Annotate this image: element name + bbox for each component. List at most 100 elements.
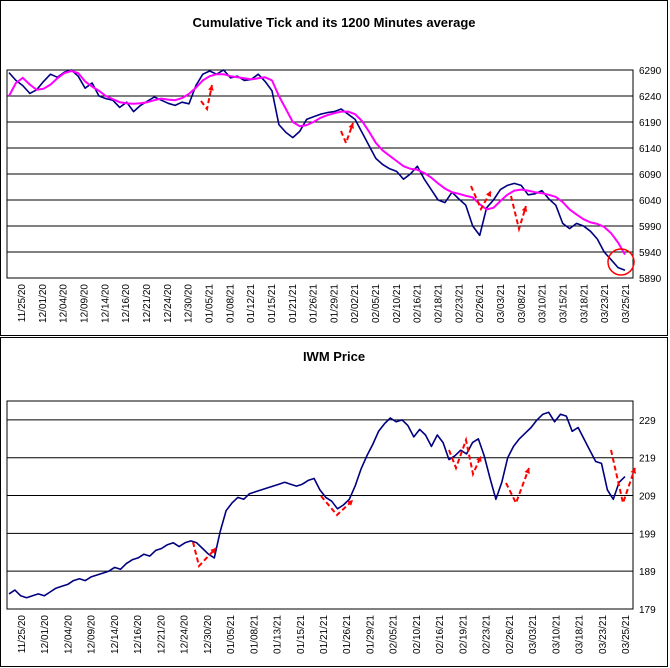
arrow-head bbox=[630, 468, 637, 474]
chart-title: IWM Price bbox=[303, 349, 365, 364]
x-tick-label: 03/18/21 bbox=[575, 615, 586, 654]
x-tick-label: 01/15/21 bbox=[296, 615, 307, 654]
y-tick-label: 6040 bbox=[639, 196, 662, 207]
x-tick-label: 01/13/21 bbox=[273, 615, 284, 654]
x-tick-label: 03/08/21 bbox=[517, 284, 528, 323]
x-tick-label: 02/18/21 bbox=[434, 284, 445, 323]
y-tick-label: 6090 bbox=[639, 170, 662, 181]
arrow-head bbox=[521, 206, 528, 212]
x-tick-label: 03/15/21 bbox=[559, 284, 570, 323]
x-tick-label: 12/21/20 bbox=[142, 284, 153, 323]
x-tick-label: 02/19/21 bbox=[458, 615, 469, 654]
y-tick-label: 219 bbox=[639, 454, 656, 465]
x-tick-label: 01/26/21 bbox=[309, 284, 320, 323]
y-tick-label: 6240 bbox=[639, 92, 662, 103]
x-tick-label: 02/10/21 bbox=[392, 284, 403, 323]
dashed-arrow-annotation bbox=[320, 495, 354, 517]
x-tick-label: 02/23/21 bbox=[482, 615, 493, 654]
x-tick-label: 01/05/21 bbox=[204, 284, 215, 323]
x-tick-label: 02/26/21 bbox=[475, 284, 486, 323]
x-tick-label: 12/21/20 bbox=[156, 615, 167, 654]
arrow-head bbox=[524, 468, 530, 474]
x-tick-label: 01/29/21 bbox=[329, 284, 340, 323]
dashed-arrow-annotation bbox=[340, 122, 354, 146]
x-tick-label: 01/12/21 bbox=[246, 284, 257, 323]
x-tick-label: 11/25/20 bbox=[17, 284, 28, 323]
x-tick-label: 03/03/21 bbox=[496, 284, 507, 323]
y-tick-label: 6290 bbox=[639, 66, 662, 77]
dashed-arrow-annotation bbox=[200, 84, 213, 112]
x-tick-label: 02/05/21 bbox=[371, 284, 382, 323]
x-tick-label: 12/30/20 bbox=[203, 615, 214, 654]
x-tick-label: 02/05/21 bbox=[389, 615, 400, 654]
y-tick-label: 229 bbox=[639, 416, 656, 427]
y-tick-label: 179 bbox=[639, 605, 656, 616]
dashed-arrow-annotation bbox=[510, 195, 527, 233]
x-tick-label: 02/16/21 bbox=[435, 615, 446, 654]
x-tick-label: 03/10/21 bbox=[551, 615, 562, 654]
x-tick-label: 12/24/20 bbox=[163, 284, 174, 323]
x-tick-label: 01/26/21 bbox=[342, 615, 353, 654]
dashed-arrow-annotation bbox=[470, 185, 492, 212]
x-tick-label: 12/04/20 bbox=[63, 615, 74, 654]
chart-title: Cumulative Tick and its 1200 Minutes ave… bbox=[193, 15, 476, 30]
x-tick-label: 03/03/21 bbox=[528, 615, 539, 654]
x-tick-label: 03/10/21 bbox=[538, 284, 549, 323]
x-tick-label: 12/09/20 bbox=[79, 284, 90, 323]
x-tick-label: 01/21/21 bbox=[288, 284, 299, 323]
iwm-chart-panel: IWM Price 179 189 199 209 219 229 11/25/20 12/… bbox=[0, 337, 668, 667]
plot-area bbox=[6, 400, 634, 610]
dashed-arrow-annotation bbox=[448, 436, 482, 478]
iwm-chart: IWM Price 179 189 199 209 219 229 11/25/20 12/… bbox=[6, 349, 656, 654]
x-tick-label: 02/16/21 bbox=[413, 284, 424, 323]
x-tick-label: 12/01/20 bbox=[38, 284, 49, 323]
dashed-arrow-annotation bbox=[610, 449, 636, 507]
x-tick-label: 12/16/20 bbox=[133, 615, 144, 654]
dashed-arrow-annotation bbox=[192, 541, 217, 569]
arrow-head bbox=[476, 456, 482, 462]
x-tick-label: 12/04/20 bbox=[59, 284, 70, 323]
x-tick-label: 01/21/21 bbox=[319, 615, 330, 654]
x-tick-label: 01/15/21 bbox=[267, 284, 278, 323]
tick-chart-panel: Cumulative Tick and its 1200 Minutes ave… bbox=[0, 0, 668, 336]
y-tick-label: 199 bbox=[639, 529, 656, 540]
x-tick-label: 03/18/21 bbox=[579, 284, 590, 323]
x-tick-label: 01/08/21 bbox=[249, 615, 260, 654]
x-tick-label: 01/08/21 bbox=[225, 284, 236, 323]
x-tick-label: 12/24/20 bbox=[180, 615, 191, 654]
x-tick-label: 03/25/21 bbox=[621, 284, 632, 323]
x-tick-label: 12/09/20 bbox=[87, 615, 98, 654]
x-tick-label: 02/02/21 bbox=[350, 284, 361, 323]
y-tick-label: 5940 bbox=[639, 248, 662, 259]
y-tick-label: 5890 bbox=[639, 274, 662, 285]
y-tick-label: 209 bbox=[639, 492, 656, 503]
x-tick-label: 03/25/21 bbox=[621, 615, 632, 654]
series-line-0 bbox=[8, 411, 626, 599]
x-tick-label: 12/01/20 bbox=[40, 615, 51, 654]
y-tick-label: 6190 bbox=[639, 118, 662, 129]
arrow-head bbox=[210, 548, 216, 554]
y-tick-label: 5990 bbox=[639, 222, 662, 233]
x-tick-label: 02/10/21 bbox=[412, 615, 423, 654]
x-tick-label: 12/14/20 bbox=[100, 284, 111, 323]
x-tick-label: 02/23/21 bbox=[454, 284, 465, 323]
series-line-1 bbox=[8, 70, 626, 256]
arrow-head bbox=[348, 123, 354, 129]
series-line-0 bbox=[8, 69, 626, 271]
arrow-head bbox=[347, 500, 353, 506]
tick-chart: Cumulative Tick and its 1200 Minutes ave… bbox=[6, 15, 662, 323]
x-tick-label: 03/23/21 bbox=[598, 615, 609, 654]
x-tick-label: 11/25/20 bbox=[17, 615, 28, 654]
red-circle-annotation bbox=[607, 248, 635, 276]
dashed-arrow-annotation bbox=[505, 467, 530, 506]
x-tick-label: 01/29/21 bbox=[365, 615, 376, 654]
arrow-head bbox=[208, 85, 214, 91]
y-tick-label: 6140 bbox=[639, 144, 662, 155]
x-tick-label: 12/14/20 bbox=[110, 615, 121, 654]
x-tick-label: 03/23/21 bbox=[600, 284, 611, 323]
x-tick-label: 12/30/20 bbox=[184, 284, 195, 323]
arrow-head bbox=[485, 191, 491, 197]
x-tick-label: 02/26/21 bbox=[505, 615, 516, 654]
x-tick-label: 01/05/21 bbox=[226, 615, 237, 654]
x-tick-label: 12/16/20 bbox=[121, 284, 132, 323]
